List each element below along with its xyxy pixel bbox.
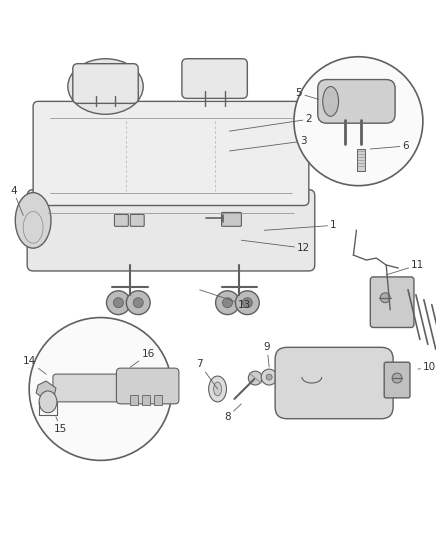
- Ellipse shape: [15, 192, 51, 248]
- FancyBboxPatch shape: [114, 214, 128, 227]
- Text: 11: 11: [386, 260, 424, 275]
- Text: 6: 6: [370, 141, 410, 151]
- Text: 7: 7: [196, 359, 218, 389]
- Bar: [142, 395, 150, 405]
- Circle shape: [215, 291, 240, 314]
- Text: 13: 13: [200, 290, 251, 310]
- Circle shape: [126, 291, 150, 314]
- Circle shape: [113, 298, 124, 308]
- FancyBboxPatch shape: [117, 368, 179, 404]
- FancyBboxPatch shape: [131, 214, 144, 227]
- Text: 10: 10: [418, 362, 436, 372]
- Circle shape: [133, 298, 143, 308]
- PathPatch shape: [36, 381, 56, 399]
- Circle shape: [392, 373, 402, 383]
- FancyBboxPatch shape: [370, 277, 414, 327]
- Text: 3: 3: [230, 136, 307, 151]
- FancyBboxPatch shape: [53, 374, 124, 402]
- Text: 4: 4: [10, 185, 23, 215]
- FancyBboxPatch shape: [182, 59, 247, 99]
- Ellipse shape: [208, 376, 226, 402]
- Ellipse shape: [39, 391, 57, 413]
- Text: 2: 2: [230, 114, 312, 131]
- Circle shape: [223, 298, 233, 308]
- Text: 8: 8: [224, 404, 241, 422]
- Circle shape: [106, 291, 131, 314]
- Bar: [131, 395, 138, 405]
- FancyBboxPatch shape: [318, 79, 395, 123]
- Ellipse shape: [323, 86, 339, 116]
- FancyBboxPatch shape: [33, 101, 309, 206]
- FancyBboxPatch shape: [384, 362, 410, 398]
- Circle shape: [261, 369, 277, 385]
- Bar: [357, 149, 365, 171]
- Text: 16: 16: [131, 349, 155, 367]
- Circle shape: [266, 374, 272, 380]
- Text: 12: 12: [241, 240, 311, 253]
- FancyBboxPatch shape: [222, 213, 241, 227]
- FancyBboxPatch shape: [27, 190, 315, 271]
- Ellipse shape: [68, 59, 143, 114]
- Bar: [154, 395, 162, 405]
- Circle shape: [29, 318, 172, 461]
- Circle shape: [294, 56, 423, 185]
- Text: 15: 15: [54, 417, 67, 434]
- Circle shape: [380, 293, 390, 303]
- Ellipse shape: [248, 371, 262, 385]
- Text: 1: 1: [264, 220, 337, 230]
- FancyBboxPatch shape: [275, 348, 393, 419]
- Circle shape: [242, 298, 252, 308]
- Text: 14: 14: [22, 356, 46, 374]
- Text: 9: 9: [264, 342, 271, 367]
- Circle shape: [236, 291, 259, 314]
- Text: 5: 5: [296, 88, 319, 99]
- FancyBboxPatch shape: [73, 63, 138, 103]
- Ellipse shape: [214, 382, 222, 396]
